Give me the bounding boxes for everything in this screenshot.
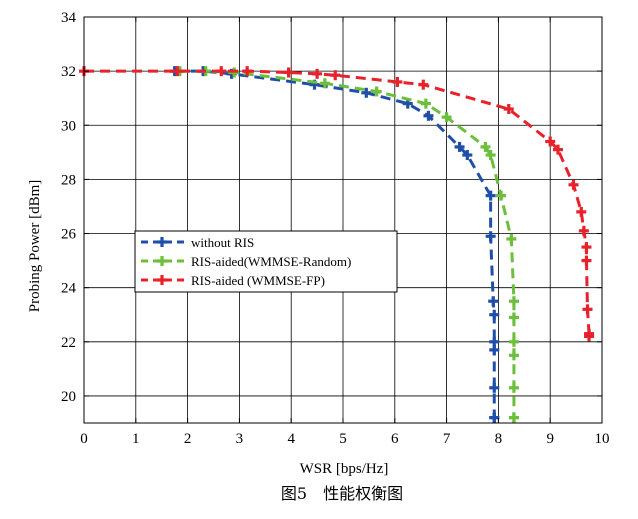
y-tick-label: 24 xyxy=(61,281,77,297)
x-tick-label: 4 xyxy=(287,431,295,447)
x-tick-label: 1 xyxy=(132,431,140,447)
legend-label: RIS-aided (WMMSE-FP) xyxy=(191,273,325,288)
y-tick-label: 28 xyxy=(61,172,76,188)
y-tick-label: 20 xyxy=(61,389,76,405)
x-tick-label: 2 xyxy=(184,431,192,447)
x-tick-label: 9 xyxy=(546,431,554,447)
legend-label: without RIS xyxy=(191,235,254,250)
x-tick-label: 7 xyxy=(443,431,451,447)
y-tick-label: 30 xyxy=(61,118,76,134)
x-axis-label: WSR [bps/Hz] xyxy=(300,461,389,477)
figure-caption: 图5 性能权衡图 xyxy=(281,484,403,503)
series-line xyxy=(179,69,516,418)
x-tick-label: 5 xyxy=(339,431,347,447)
x-tick-label: 6 xyxy=(391,431,399,447)
series-line xyxy=(174,69,496,418)
series-layer xyxy=(79,66,595,423)
x-tick-label: 0 xyxy=(80,431,88,447)
x-tick-label: 3 xyxy=(236,431,244,447)
series-3 xyxy=(79,66,595,342)
series-line xyxy=(84,69,591,337)
y-tick-label: 26 xyxy=(61,227,77,243)
y-tick-label: 34 xyxy=(61,10,77,26)
y-tick-label: 32 xyxy=(61,64,76,80)
legend-entry: without RIS xyxy=(141,235,254,250)
x-tick-label: 10 xyxy=(595,431,610,447)
x-tick-label: 8 xyxy=(495,431,503,447)
grid-lines xyxy=(83,16,603,423)
legend: without RIS RIS-aided(WMMSE-Random) RIS-ai… xyxy=(134,230,398,293)
y-axis-label: Probing Power [dBm] xyxy=(27,180,43,313)
legend-entry: RIS-aided (WMMSE-FP) xyxy=(141,273,325,288)
legend-label: RIS-aided(WMMSE-Random) xyxy=(191,254,351,269)
legend-entry: RIS-aided(WMMSE-Random) xyxy=(141,254,351,269)
y-tick-label: 22 xyxy=(61,335,76,351)
